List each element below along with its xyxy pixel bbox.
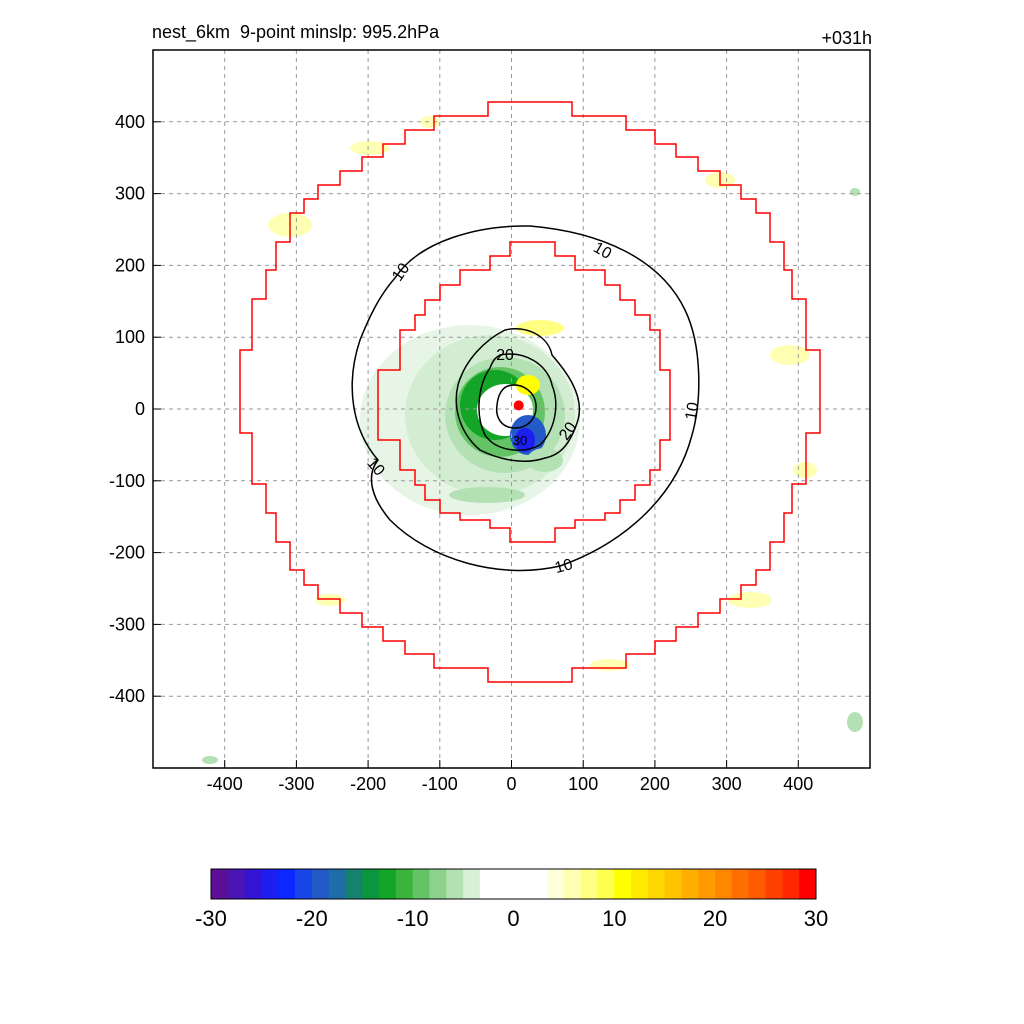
colorbar-swatch — [345, 869, 363, 899]
y-axis: 400 300 200 100 0 -100 -200 -300 -400 — [109, 112, 161, 706]
colorbar-swatch — [227, 869, 246, 899]
colorbar-tick-label: -30 — [195, 906, 227, 931]
colorbar-swatch — [580, 869, 599, 899]
x-tick-label: -100 — [422, 774, 458, 794]
colorbar-swatch — [429, 869, 447, 899]
colorbar-tick-labels: -30 -20 -10 0 10 20 30 — [195, 906, 828, 931]
colorbar-swatch — [446, 869, 464, 899]
colorbar-swatch — [731, 869, 750, 899]
colorbar-swatch — [479, 869, 498, 899]
colorbar-swatch — [647, 869, 666, 899]
contour-label: 10 — [553, 556, 575, 577]
colorbar-swatch — [328, 869, 346, 899]
colorbar-swatch — [295, 869, 313, 899]
x-tick-label: 400 — [783, 774, 813, 794]
colorbar-swatch — [278, 869, 296, 899]
colorbar-swatch — [379, 869, 397, 899]
contour-lines — [351, 225, 700, 572]
colorbar-tick-label: 0 — [507, 906, 519, 931]
contour-label: 10 — [683, 401, 703, 422]
colorbar-swatch — [530, 869, 548, 899]
nest-boundary — [239, 101, 821, 683]
colorbar-swatch — [597, 869, 615, 899]
outer-nest-boundary — [239, 101, 821, 683]
y-tick-label: -300 — [109, 614, 145, 634]
colorbar-swatch — [362, 869, 380, 899]
colorbar-swatch — [395, 869, 414, 899]
x-tick-label: -400 — [207, 774, 243, 794]
colorbar-swatch — [211, 869, 229, 899]
forecast-hour-label: +031h — [821, 28, 872, 48]
colorbar-swatch — [412, 869, 430, 899]
colorbar-swatch — [547, 869, 565, 899]
colorbar — [211, 869, 817, 899]
colorbar-swatch — [311, 869, 330, 899]
x-tick-label: -200 — [350, 774, 386, 794]
y-tick-label: -100 — [109, 471, 145, 491]
contour-labels: 10 10 10 10 10 20 20 30 — [363, 239, 702, 577]
x-tick-label: 200 — [640, 774, 670, 794]
colorbar-swatch — [799, 869, 817, 899]
storm-center-marker — [513, 400, 524, 411]
colorbar-tick-label: -10 — [397, 906, 429, 931]
contour-20 — [455, 328, 581, 463]
colorbar-swatch — [765, 869, 783, 899]
shaded-field — [202, 116, 863, 764]
colorbar-tick-label: 10 — [602, 906, 626, 931]
colorbar-swatch — [782, 869, 800, 899]
colorbar-swatch — [244, 869, 262, 899]
colorbar-swatch — [463, 869, 481, 899]
colorbar-tick-label: 20 — [703, 906, 727, 931]
colorbar-swatch — [664, 869, 683, 899]
colorbar-swatch — [715, 869, 733, 899]
colorbar-swatch — [631, 869, 649, 899]
y-tick-label: 200 — [115, 255, 145, 275]
x-tick-label: 100 — [568, 774, 598, 794]
y-tick-label: 300 — [115, 184, 145, 204]
colorbar-swatch — [698, 869, 716, 899]
colorbar-tick-label: -20 — [296, 906, 328, 931]
contour-10 — [351, 225, 700, 572]
contour-40 — [495, 384, 537, 429]
y-tick-label: 100 — [115, 327, 145, 347]
x-tick-label: -300 — [278, 774, 314, 794]
colorbar-swatch — [563, 869, 582, 899]
x-axis: -400 -300 -200 -100 0 100 200 300 400 — [207, 760, 813, 794]
chart-title: nest_6km 9-point minslp: 995.2hPa — [152, 22, 440, 42]
y-tick-label: -400 — [109, 686, 145, 706]
x-tick-label: 0 — [506, 774, 516, 794]
colorbar-swatch — [261, 869, 279, 899]
colorbar-swatch — [513, 869, 531, 899]
contour-label: 30 — [513, 433, 527, 448]
inner-nest-boundary — [377, 241, 671, 543]
colorbar-frame — [210, 868, 817, 900]
x-tick-label: 300 — [712, 774, 742, 794]
colorbar-swatch — [496, 869, 514, 899]
contour-30 — [478, 353, 557, 451]
colorbar-swatch — [681, 869, 699, 899]
y-tick-label: -200 — [109, 543, 145, 563]
colorbar-tick-label: 30 — [804, 906, 828, 931]
y-tick-label: 0 — [135, 399, 145, 419]
contour-label: 20 — [496, 347, 514, 364]
y-tick-label: 400 — [115, 112, 145, 132]
colorbar-swatch — [748, 869, 767, 899]
colorbar-swatch — [614, 869, 632, 899]
contour-label: 10 — [590, 239, 614, 263]
